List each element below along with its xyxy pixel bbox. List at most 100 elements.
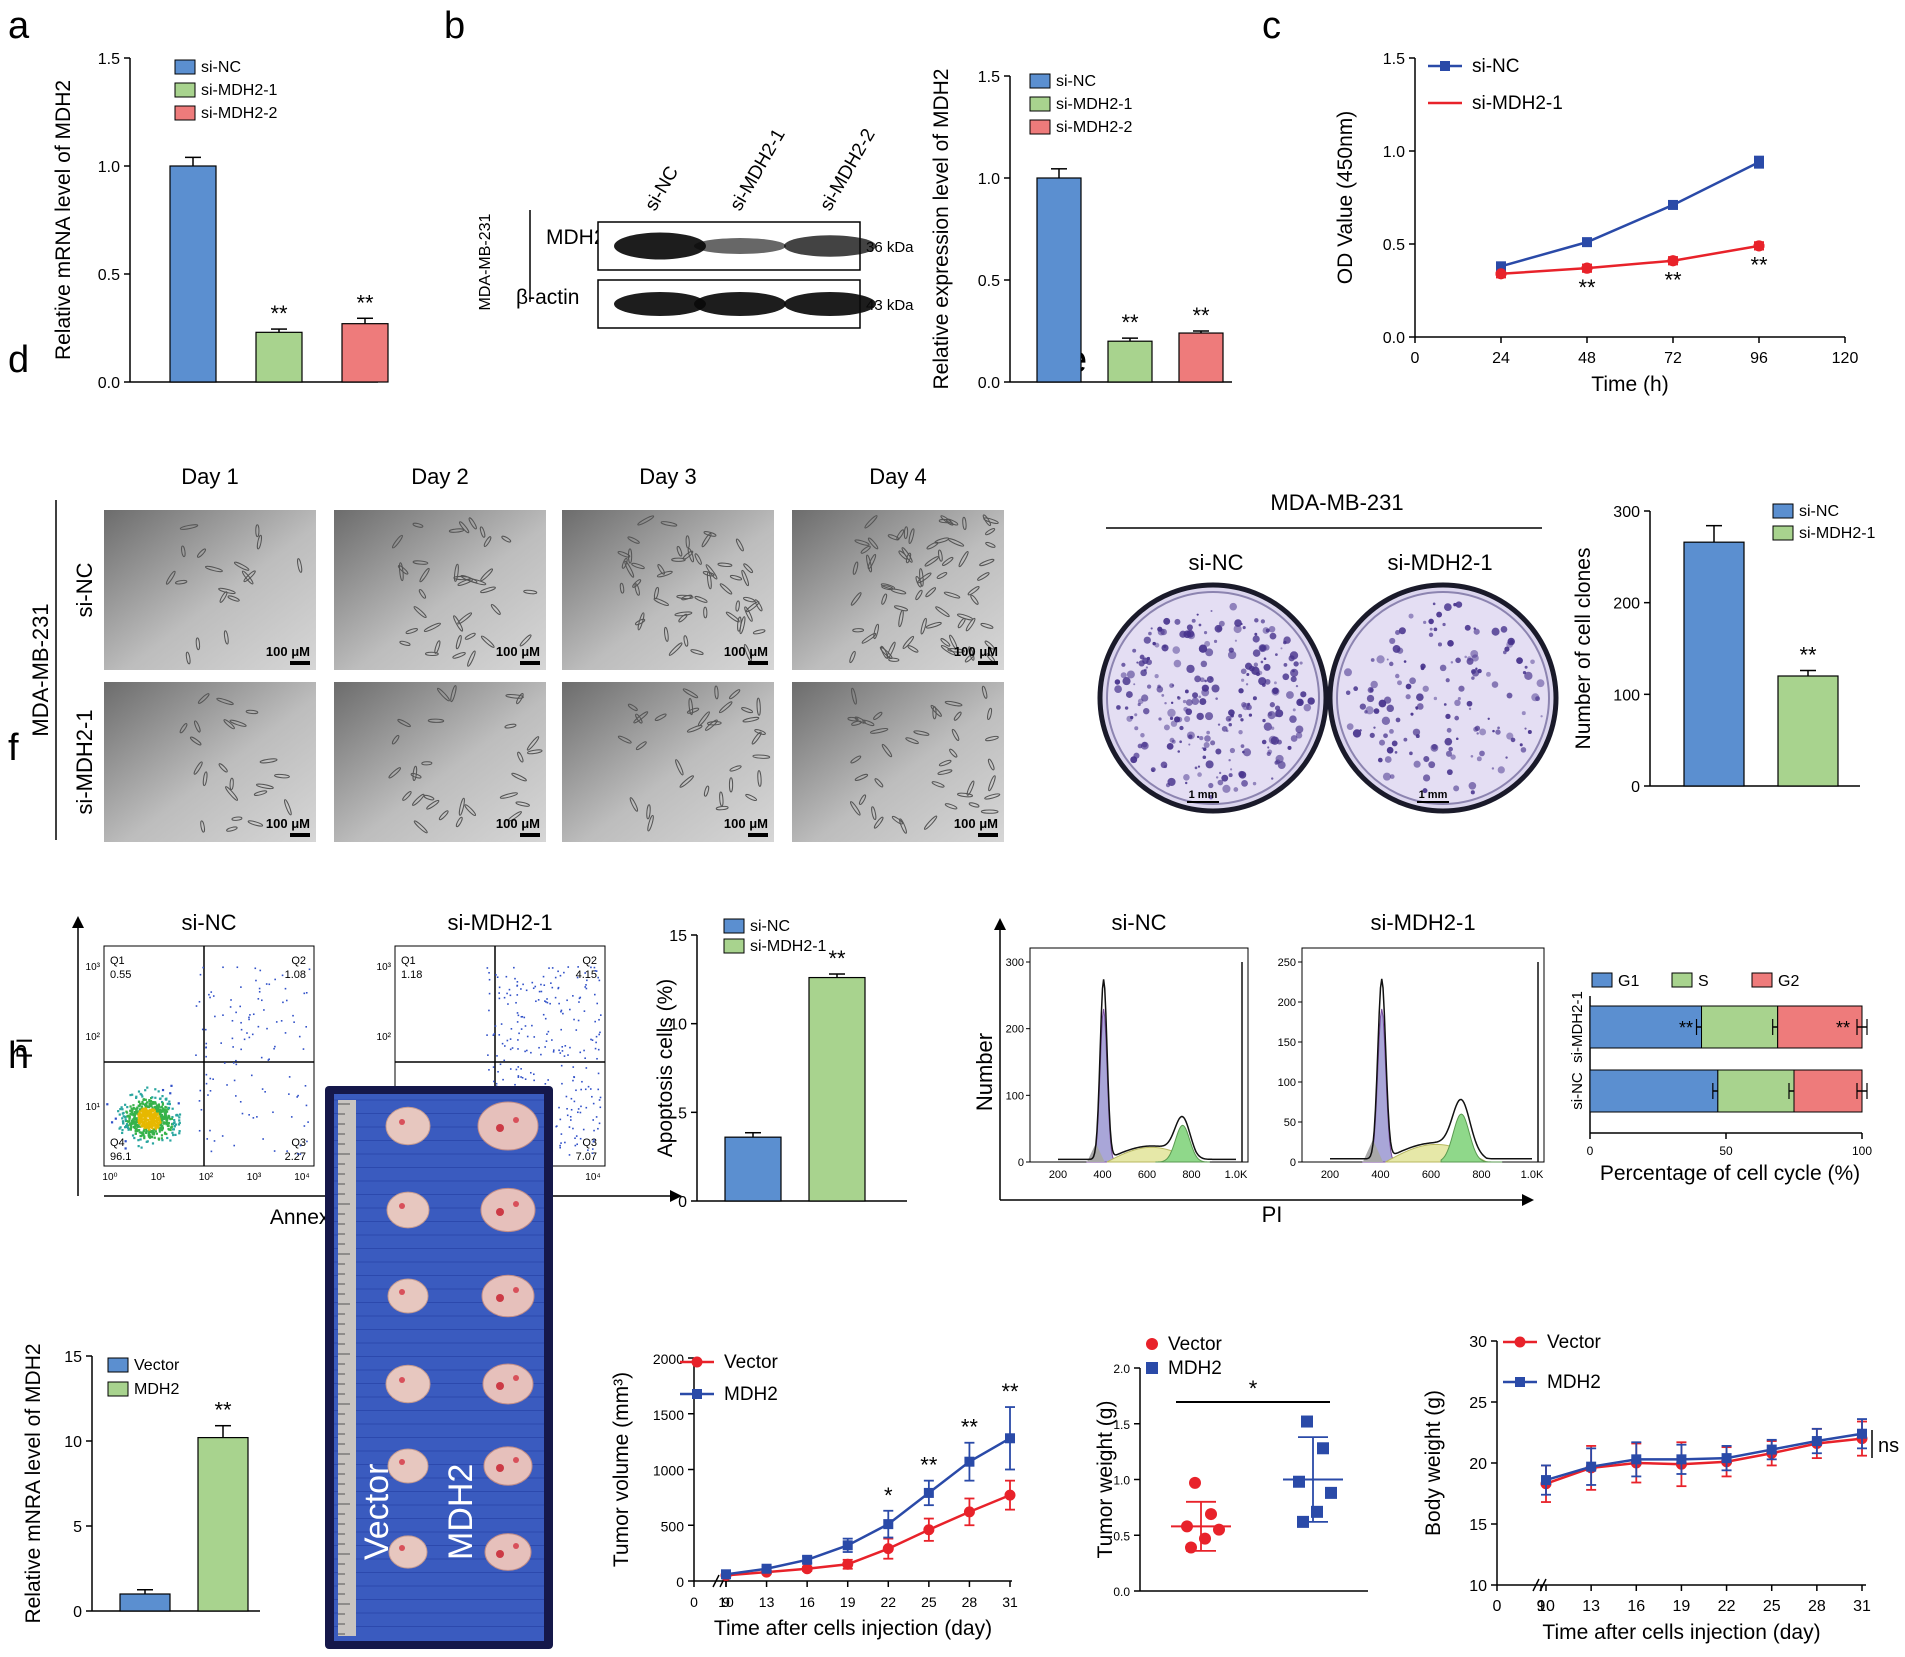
data-point — [1004, 1489, 1016, 1501]
tumor-spot — [513, 1201, 519, 1207]
event-dot — [597, 976, 599, 979]
cell-shape — [947, 538, 965, 547]
colony — [1225, 715, 1232, 722]
colony — [1395, 717, 1401, 723]
event-dot — [177, 1123, 181, 1126]
event-dot — [260, 1056, 263, 1059]
quadrant-name: Q2 — [291, 955, 306, 967]
event-dot — [235, 1011, 237, 1014]
y-tick-label: 0 — [676, 1574, 684, 1590]
event-dot — [249, 1014, 251, 1016]
event-dot — [240, 986, 242, 988]
event-dot — [261, 999, 263, 1002]
colony — [1186, 629, 1195, 638]
colony — [1150, 627, 1153, 630]
cell-shape — [629, 797, 639, 812]
event-dot — [144, 1112, 148, 1116]
event-dot — [236, 966, 239, 969]
event-dot — [130, 1119, 134, 1122]
cell-shape — [216, 697, 234, 706]
cell-shape — [919, 568, 924, 587]
event-dot — [561, 1046, 564, 1048]
event-dot — [149, 1108, 152, 1111]
event-dot — [139, 1134, 142, 1138]
event-dot — [593, 966, 596, 969]
y-tick-label: 1000 — [653, 1463, 684, 1479]
event-dot — [254, 967, 257, 970]
x-tick-label: 48 — [1578, 350, 1596, 367]
legend-swatch — [1772, 503, 1794, 519]
event-dot — [206, 1138, 209, 1140]
event-dot — [545, 1001, 547, 1003]
cell-shape — [284, 799, 292, 816]
tumor-spot — [399, 1377, 405, 1383]
event-dot — [154, 1105, 157, 1109]
event-dot — [251, 1033, 254, 1036]
colony — [1495, 729, 1501, 735]
y-axis-label: Relative mRNA level of MDH2 — [52, 80, 75, 360]
event-dot — [167, 1115, 171, 1118]
colony — [1403, 737, 1408, 742]
event-dot — [533, 1036, 536, 1038]
tumor-spot — [513, 1287, 519, 1293]
colony — [1206, 675, 1214, 683]
cell-shape — [940, 638, 951, 647]
event-dot — [148, 1099, 151, 1102]
cell-shape — [915, 589, 923, 601]
cell-shape — [917, 572, 932, 584]
event-dot — [135, 1120, 139, 1124]
event-dot — [129, 1109, 132, 1112]
event-dot — [154, 1102, 157, 1105]
tumor — [385, 1364, 431, 1404]
y-tick-label: 50 — [1284, 1117, 1296, 1129]
y-tick-label: 20 — [1469, 1456, 1487, 1473]
event-dot — [488, 1009, 490, 1012]
event-dot — [493, 1080, 495, 1083]
colony — [1185, 699, 1193, 706]
cell-shape — [676, 545, 683, 557]
colony — [1464, 624, 1471, 631]
event-dot — [178, 1116, 181, 1119]
tumor — [477, 1101, 539, 1151]
event-dot — [304, 1085, 307, 1087]
cell-shape — [480, 568, 493, 582]
legend-label: si-NC — [1799, 503, 1839, 520]
event-dot — [137, 1113, 140, 1116]
colony — [1303, 703, 1312, 712]
event-dot — [154, 1126, 157, 1129]
tumor-spot — [513, 1457, 519, 1463]
legend-swatch — [723, 918, 745, 934]
colony — [1497, 766, 1505, 774]
colony — [1238, 688, 1244, 694]
event-dot — [167, 1106, 171, 1110]
micrograph — [104, 682, 316, 842]
event-dot — [152, 1114, 155, 1118]
event-dot — [138, 1110, 141, 1113]
event-dot — [513, 966, 515, 969]
cell-shape — [391, 734, 400, 745]
event-dot — [155, 1132, 158, 1135]
y-tick-label: 1500 — [653, 1407, 684, 1423]
data-point — [1205, 1508, 1217, 1521]
event-dot — [578, 997, 581, 1000]
cell-shape — [194, 720, 201, 733]
data-point — [1297, 1515, 1309, 1528]
colony — [1184, 781, 1188, 785]
event-dot — [506, 1039, 509, 1042]
event-dot — [148, 1112, 151, 1115]
event-dot — [592, 1102, 595, 1105]
event-dot — [585, 1067, 588, 1069]
event-dot — [264, 1091, 266, 1093]
event-dot — [144, 1126, 148, 1129]
event-dot — [138, 1117, 141, 1121]
colony — [1436, 611, 1443, 618]
colony — [1530, 659, 1535, 665]
colony — [1283, 636, 1291, 644]
bar — [169, 165, 217, 383]
event-dot — [576, 1143, 578, 1146]
event-dot — [546, 1033, 548, 1035]
colony — [1218, 771, 1222, 775]
event-dot — [548, 967, 550, 969]
colony — [1174, 716, 1181, 723]
